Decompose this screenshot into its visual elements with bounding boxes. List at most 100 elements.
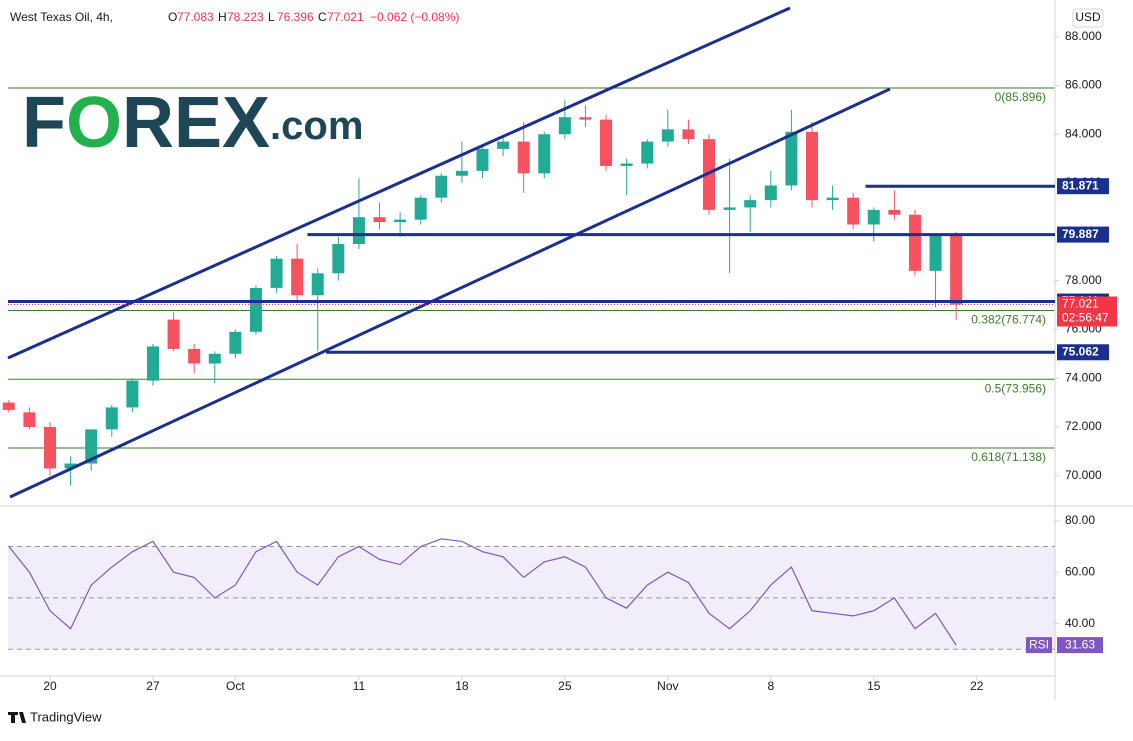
candle-body (950, 234, 963, 305)
candle-body (64, 463, 77, 469)
candle-body (229, 331, 242, 354)
candle-body (414, 197, 427, 220)
candle-body (826, 197, 839, 201)
x-tick-label: 15 (867, 679, 881, 693)
footer: TradingView (30, 709, 102, 724)
candle-body (352, 217, 365, 245)
candle-body (579, 117, 592, 120)
candle-body (23, 412, 36, 427)
candle-body (311, 273, 324, 296)
ohlc-label: H (218, 10, 227, 24)
candle-body (455, 170, 468, 176)
candle-body (373, 217, 386, 223)
x-tick-label: 8 (767, 679, 774, 693)
candle-body (805, 131, 818, 201)
level-box (1057, 178, 1109, 195)
ohlc-legend: O 77.083 H 78.223 L 76.396 C 77.021 (168, 10, 364, 24)
fib-label: 0.618(71.138) (971, 450, 1046, 464)
candle-body (867, 209, 880, 225)
rsi-y-tick-label: 80.00 (1065, 513, 1095, 527)
candle-body (558, 117, 571, 135)
x-tick-label: 18 (455, 679, 469, 693)
candle-body (620, 163, 633, 166)
rsi-line (8, 538, 957, 646)
level-box (1057, 226, 1109, 243)
last-price-box (1057, 296, 1117, 327)
y-tick-label: 70.000 (1065, 468, 1102, 482)
level-label: 75.062 (1062, 344, 1099, 358)
rsi-name: RSI (1029, 637, 1049, 651)
ohlc-value: 78.223 (227, 10, 264, 24)
currency-box (1072, 8, 1104, 28)
ohlc-value: 77.083 (177, 10, 214, 24)
candle-body (723, 207, 736, 210)
candle-body (744, 200, 757, 208)
candle-body (661, 129, 674, 142)
candle-body (146, 346, 159, 381)
logo-part: .com (270, 104, 363, 148)
candle-body (249, 287, 262, 332)
ohlc-label: O (168, 10, 177, 24)
countdown: 02:56:47 (1062, 311, 1109, 325)
y-tick-label: 86.000 (1065, 78, 1102, 92)
candle-body (291, 258, 304, 296)
candle-body (682, 129, 695, 140)
candle-body (908, 214, 921, 271)
candle-body (600, 119, 613, 166)
candle-body (188, 348, 201, 364)
logo-part: O (66, 83, 122, 163)
last-price-label: 77.021 (1062, 297, 1099, 311)
candle-body (929, 234, 942, 271)
x-tick-label: Oct (226, 679, 245, 693)
rsi-value: 31.63 (1065, 637, 1095, 651)
candle-body (167, 319, 180, 349)
y-tick-label: 88.000 (1065, 29, 1102, 43)
ohlc-value: 76.396 (277, 10, 314, 24)
candle-body (888, 209, 901, 215)
rsi-name-box (1026, 637, 1052, 654)
channel (7, 6, 891, 499)
y-tick-label: 84.000 (1065, 126, 1102, 140)
candle-body (208, 353, 221, 364)
candle-body (785, 131, 798, 186)
y-tick-label: 72.000 (1065, 419, 1102, 433)
candle-body (847, 197, 860, 225)
change: −0.062 (−0.08%) (370, 10, 459, 24)
rsi-y-tick-label: 60.00 (1065, 564, 1095, 578)
fib-label: 0.382(76.774) (971, 313, 1046, 327)
candle-body (476, 148, 489, 171)
rsi-value-box (1057, 637, 1103, 654)
fib-label: 0.5(73.956) (985, 381, 1046, 395)
candle-body (126, 380, 139, 408)
logo-part: REX (122, 83, 270, 163)
candle-body (332, 244, 345, 274)
price-pane: 0(85.896) 0.382(76.774) 0.5(73.956) 0.618(7… (2, 87, 1055, 486)
candle-body (270, 258, 283, 288)
y-tick-label: 78.000 (1065, 273, 1102, 287)
x-tick-label: 11 (353, 679, 366, 693)
x-tick-label: 27 (146, 679, 160, 693)
candle-body (435, 175, 448, 198)
channel-line (7, 6, 791, 360)
x-tick-label: 20 (43, 679, 57, 693)
candle-body (497, 141, 510, 149)
x-tick-label: 22 (970, 679, 984, 693)
logo-part: F (22, 83, 66, 163)
candle-body (44, 426, 57, 469)
x-tick-label: 25 (558, 679, 572, 693)
ohlc-label: L (268, 10, 275, 24)
candle-body (764, 185, 777, 201)
candle-body (2, 402, 15, 410)
y-tick-label: 74.000 (1065, 370, 1102, 384)
candle-body (105, 407, 118, 430)
level-box (1057, 344, 1109, 361)
level-label: 81.871 (1062, 178, 1099, 192)
candle-body (85, 429, 98, 464)
ohlc-label: C (318, 10, 327, 24)
candle-body (641, 141, 654, 164)
fib-label: 0(85.896) (995, 90, 1046, 104)
symbol: West Texas Oil, 4h, (10, 10, 113, 24)
x-tick-label: Nov (657, 679, 678, 693)
candle-body (517, 141, 530, 174)
